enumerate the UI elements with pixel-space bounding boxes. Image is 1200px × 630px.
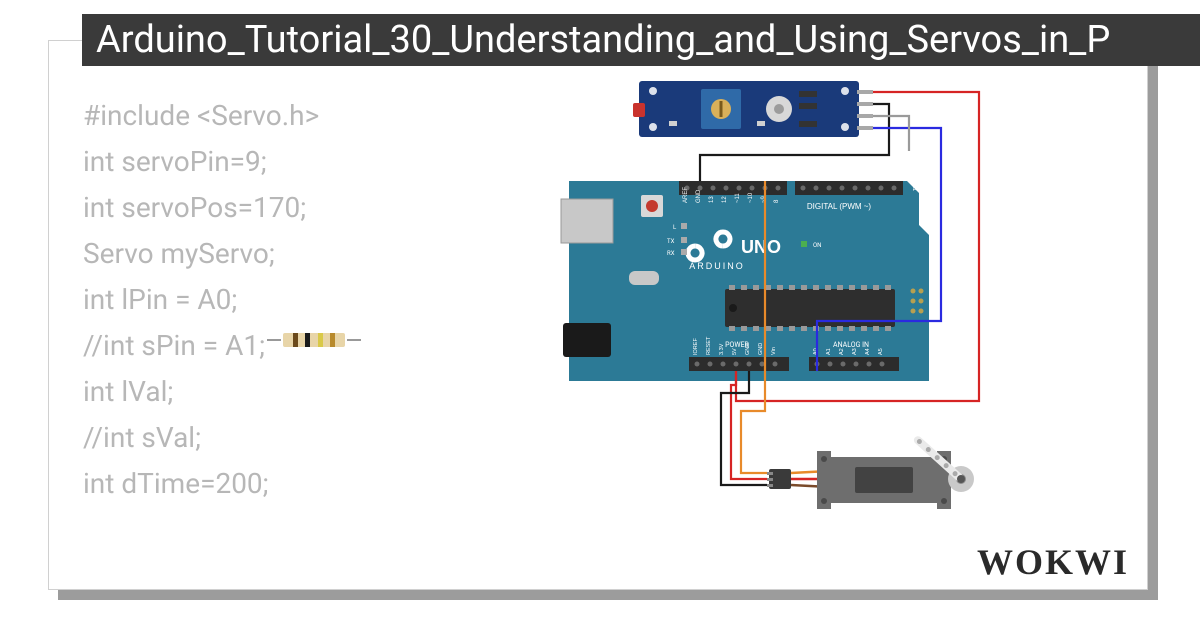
project-title: Arduino_Tutorial_30_Understanding_and_Us… bbox=[96, 18, 1110, 62]
svg-text:ANALOG IN: ANALOG IN bbox=[833, 341, 869, 349]
code-line: //int sVal; bbox=[83, 421, 201, 454]
svg-text:A1: A1 bbox=[826, 348, 832, 355]
resistor-component[interactable] bbox=[279, 331, 349, 349]
svg-text:A2: A2 bbox=[839, 348, 845, 355]
svg-text:GND: GND bbox=[758, 343, 764, 355]
circuit-svg: DIGITAL (PWM ~) AREF GND 13 12 ~11 ~10 ~… bbox=[509, 81, 1129, 561]
svg-text:13: 13 bbox=[709, 196, 715, 203]
svg-text:RESET: RESET bbox=[706, 336, 712, 355]
svg-text:Vin: Vin bbox=[771, 347, 777, 355]
svg-text:+: + bbox=[731, 242, 736, 252]
code-line: #include <Servo.h> bbox=[83, 99, 319, 132]
svg-text:-: - bbox=[705, 242, 709, 252]
svg-text:3.3V: 3.3V bbox=[719, 343, 725, 355]
svg-text:A4: A4 bbox=[865, 348, 871, 355]
servo-motor[interactable] bbox=[767, 435, 974, 509]
svg-text:5V: 5V bbox=[732, 348, 738, 355]
code-line: int servoPos=170; bbox=[83, 191, 306, 224]
resistor-lead bbox=[347, 339, 361, 341]
svg-text:AREF: AREF bbox=[683, 187, 689, 203]
svg-text:TX 0: TX 0 bbox=[913, 181, 919, 191]
svg-text:RX 0: RX 0 bbox=[921, 181, 927, 191]
sensor-module[interactable] bbox=[633, 81, 873, 137]
title-bar: Arduino_Tutorial_30_Understanding_and_Us… bbox=[82, 14, 1200, 66]
code-line: int lPin = A0; bbox=[83, 283, 237, 316]
brand-logo: WOKWI bbox=[977, 541, 1129, 583]
code-line: Servo myServo; bbox=[83, 237, 275, 270]
svg-text:DIGITAL (PWM ~): DIGITAL (PWM ~) bbox=[807, 202, 872, 211]
resistor-band bbox=[305, 333, 310, 347]
resistor-band bbox=[330, 333, 335, 347]
svg-text:A3: A3 bbox=[852, 348, 858, 355]
arduino-uno[interactable]: DIGITAL (PWM ~) AREF GND 13 12 ~11 ~10 ~… bbox=[561, 181, 929, 381]
code-line: //int sPin = A1; bbox=[83, 329, 265, 362]
code-line: int dTime=200; bbox=[83, 467, 269, 500]
svg-text:IOREF: IOREF bbox=[693, 338, 699, 355]
resistor-band bbox=[293, 333, 298, 347]
resistor-body bbox=[283, 333, 345, 347]
circuit-diagram[interactable]: DIGITAL (PWM ~) AREF GND 13 12 ~11 ~10 ~… bbox=[509, 81, 1129, 561]
svg-text:GND: GND bbox=[745, 343, 751, 355]
code-line: int servoPin=9; bbox=[83, 145, 267, 178]
svg-text:12: 12 bbox=[722, 196, 728, 203]
resistor-lead bbox=[267, 339, 281, 341]
resistor-band bbox=[318, 333, 323, 347]
code-pane: #include <Servo.h> int servoPin=9; int s… bbox=[83, 93, 503, 507]
svg-text:GND: GND bbox=[696, 189, 702, 203]
svg-text:~10: ~10 bbox=[748, 192, 754, 203]
svg-text:ON: ON bbox=[813, 242, 821, 249]
svg-text:A5: A5 bbox=[878, 348, 884, 355]
svg-text:RX: RX bbox=[667, 250, 675, 257]
svg-text:ARDUINO: ARDUINO bbox=[689, 261, 745, 271]
svg-text:~11: ~11 bbox=[735, 193, 741, 203]
svg-text:TX: TX bbox=[667, 238, 675, 245]
preview-card: #include <Servo.h> int servoPin=9; int s… bbox=[48, 40, 1148, 590]
code-line: int lVal; bbox=[83, 375, 173, 408]
svg-text:UNO: UNO bbox=[741, 237, 781, 257]
